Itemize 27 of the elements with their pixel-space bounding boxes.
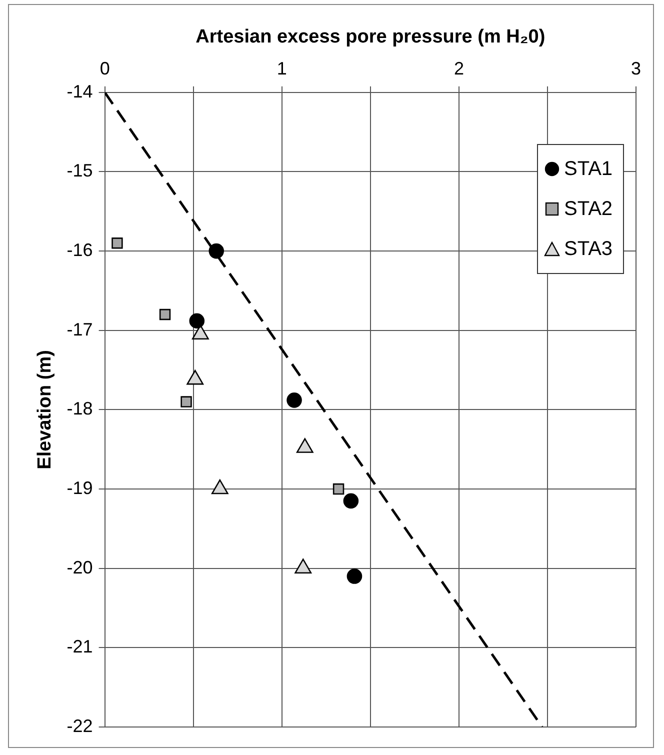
y-tick-label: -17: [66, 319, 93, 340]
point: [189, 313, 205, 329]
legend-label: STA3: [564, 238, 613, 261]
y-tick-label: -15: [66, 160, 93, 181]
y-tick-label: -19: [66, 478, 93, 498]
point: [346, 568, 362, 584]
point: [180, 396, 192, 408]
point: [208, 243, 224, 259]
point: [332, 483, 344, 495]
y-tick-label: -14: [66, 81, 93, 102]
x-tick-label: 0: [100, 58, 110, 79]
y-tick-label: -18: [66, 398, 93, 419]
x-tick-label: 3: [630, 58, 642, 79]
y-tick-label: -16: [66, 240, 93, 260]
legend-label: STA2: [564, 198, 613, 221]
y-axis-title: Elevation (m): [34, 350, 56, 470]
y-tick-label: -20: [66, 557, 93, 578]
point: [112, 238, 123, 249]
x-axis-title: Artesian excess pore pressure (m H₂0): [196, 26, 546, 48]
y-tick-label: -22: [66, 716, 93, 736]
point: [159, 308, 171, 320]
y-tick-label: -21: [66, 636, 93, 657]
x-tick-label: 1: [276, 58, 287, 79]
x-tick-label: 2: [454, 58, 464, 79]
legend-label: STA1: [564, 158, 613, 181]
point: [343, 493, 359, 509]
point: [286, 392, 302, 408]
